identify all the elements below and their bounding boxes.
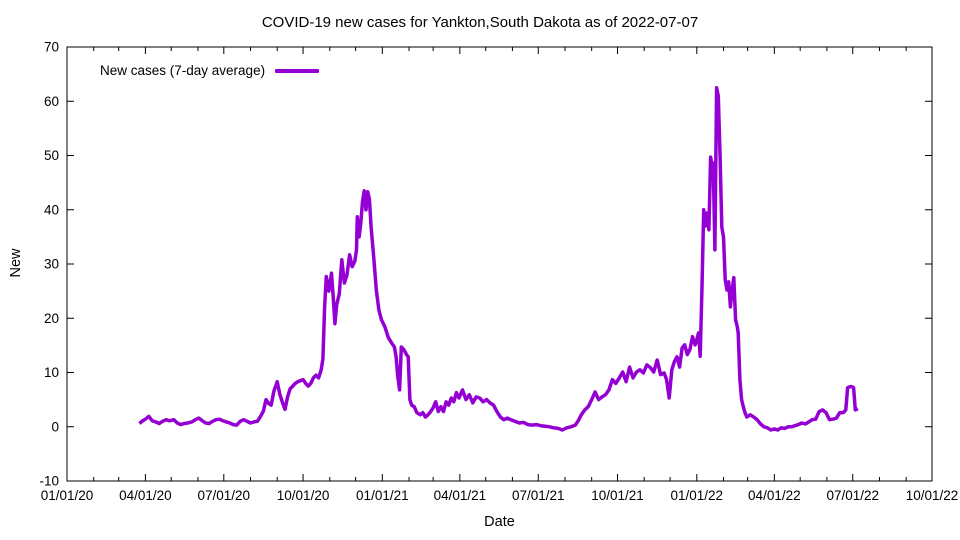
x-tick-label: 04/01/21 [434, 488, 487, 503]
y-axis-label: New [8, 248, 24, 278]
y-tick-label: 0 [51, 419, 59, 434]
chart-title: COVID-19 new cases for Yankton,South Dak… [261, 14, 699, 31]
x-tick-label: 01/01/21 [356, 488, 409, 503]
series-line [138, 85, 859, 432]
x-tick-label: 10/01/22 [906, 488, 959, 503]
y-tick-label: 60 [44, 94, 59, 109]
legend-line-sample [275, 68, 320, 73]
x-tick-label: 10/01/20 [277, 488, 330, 503]
y-tick-label: 20 [44, 311, 59, 326]
y-tick-label: 10 [44, 365, 59, 380]
x-tick-label: 07/01/20 [198, 488, 251, 503]
x-axis-label: Date [484, 514, 515, 530]
y-tick-label: 30 [44, 257, 59, 272]
legend-label: New cases (7-day average) [100, 63, 266, 78]
x-tick-label: 04/01/22 [748, 488, 801, 503]
x-tick-label: 01/01/22 [671, 488, 724, 503]
x-tick-label: 04/01/20 [119, 488, 172, 503]
x-tick-label: 01/01/20 [41, 488, 94, 503]
x-tick-label: 10/01/21 [591, 488, 644, 503]
y-tick-label: 50 [44, 148, 59, 163]
legend: New cases (7-day average) [100, 63, 320, 78]
y-tick-label: 40 [44, 202, 59, 217]
x-tick-label: 07/01/21 [512, 488, 565, 503]
x-tick-label: 07/01/22 [826, 488, 879, 503]
y-tick-label: -10 [39, 474, 59, 489]
y-tick-label: 70 [44, 40, 59, 55]
